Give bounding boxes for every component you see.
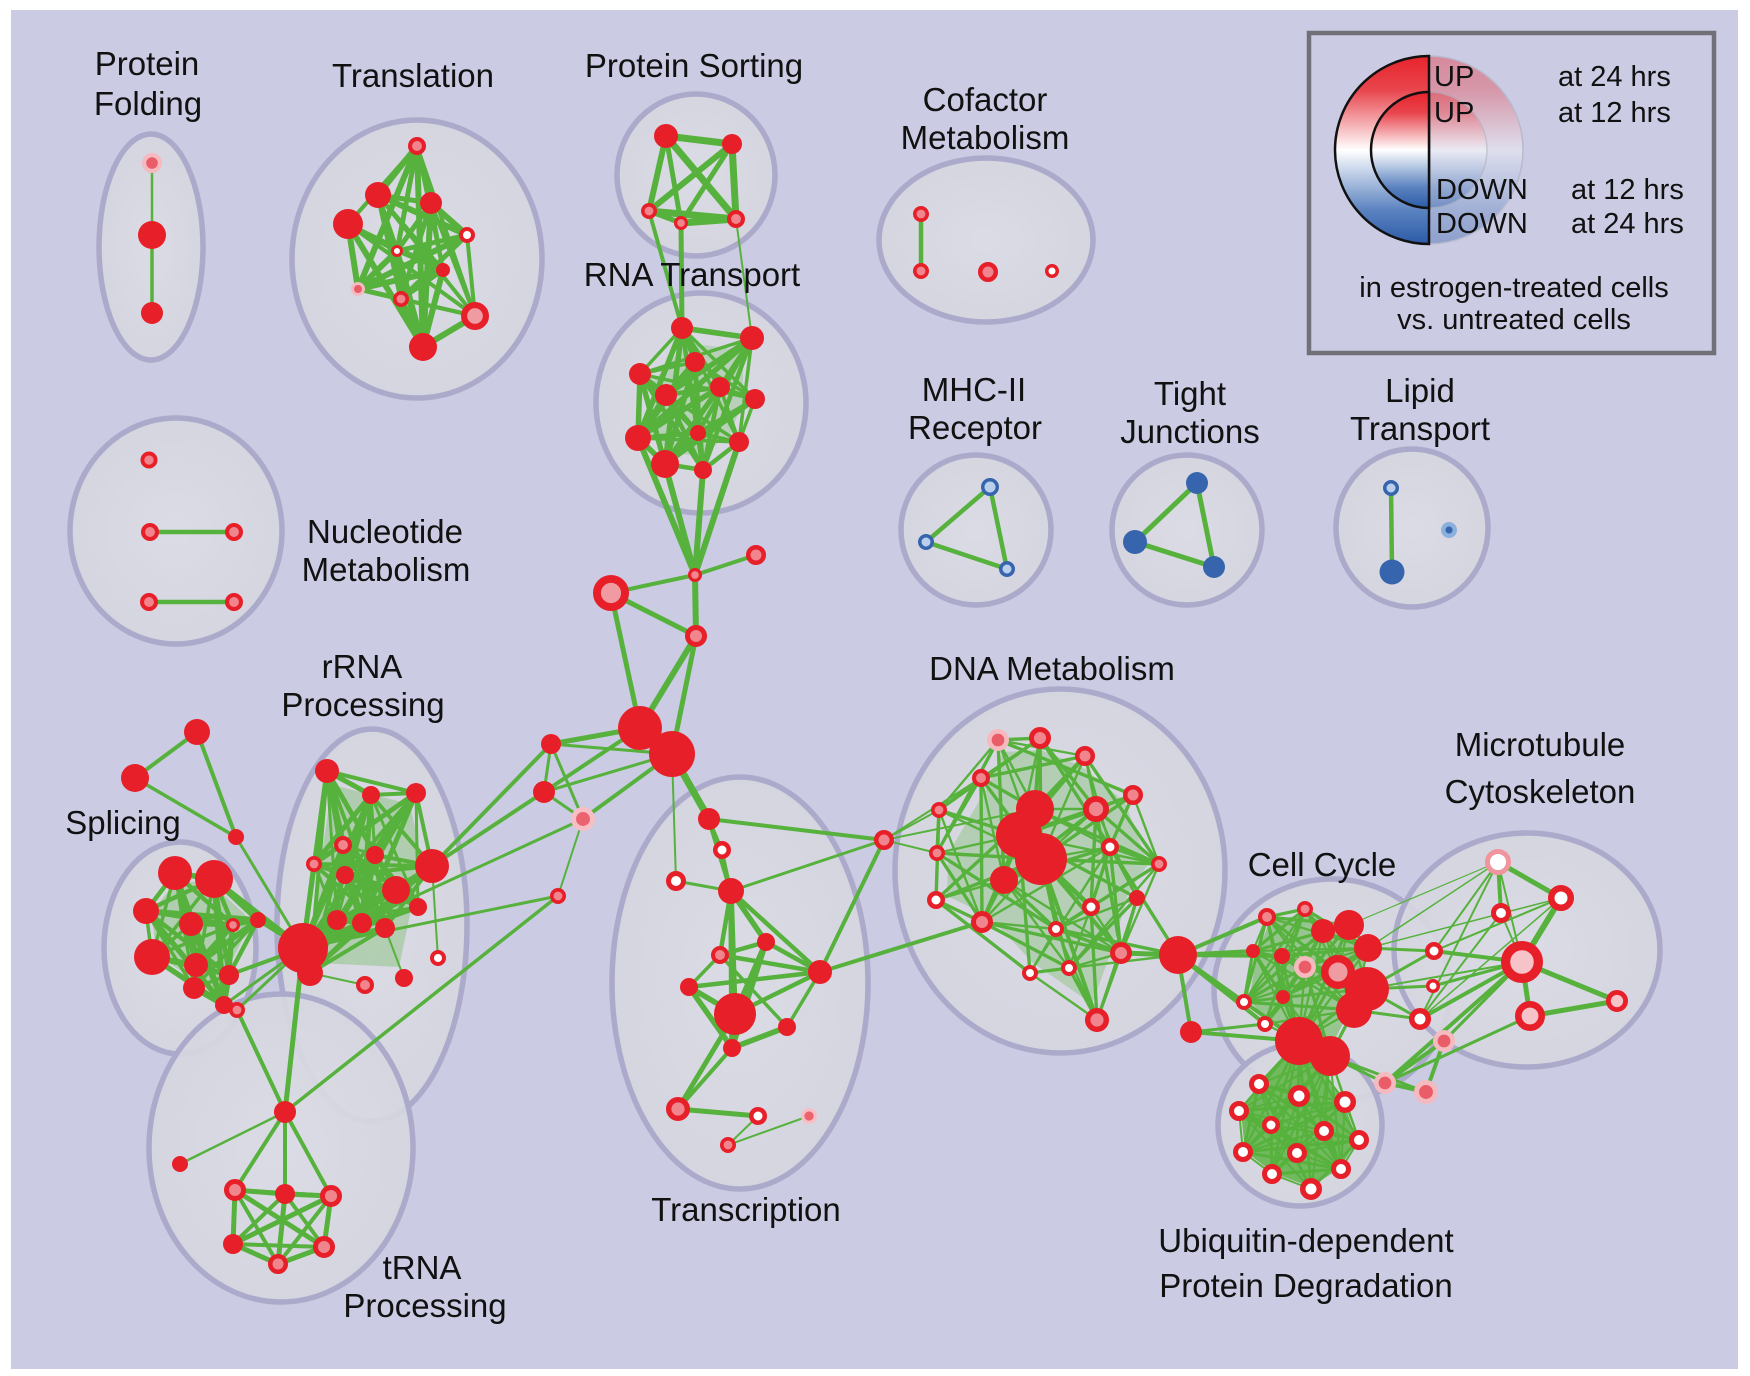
svg-text:MHC-II: MHC-II bbox=[922, 371, 1026, 408]
svg-text:Processing: Processing bbox=[343, 1287, 506, 1324]
svg-text:Cytoskeleton: Cytoskeleton bbox=[1445, 773, 1636, 810]
svg-text:Transcription: Transcription bbox=[651, 1191, 841, 1228]
svg-text:at 12 hrs: at 12 hrs bbox=[1558, 97, 1671, 129]
svg-text:Folding: Folding bbox=[94, 85, 202, 122]
svg-text:Protein Sorting: Protein Sorting bbox=[585, 47, 803, 84]
svg-text:Tight: Tight bbox=[1154, 375, 1226, 412]
svg-text:DOWN: DOWN bbox=[1436, 208, 1528, 240]
svg-text:Junctions: Junctions bbox=[1120, 413, 1259, 450]
svg-text:UP: UP bbox=[1434, 61, 1474, 93]
svg-text:vs. untreated cells: vs. untreated cells bbox=[1397, 304, 1631, 336]
svg-text:Splicing: Splicing bbox=[65, 804, 181, 841]
svg-text:at 24 hrs: at 24 hrs bbox=[1558, 61, 1671, 93]
svg-text:Metabolism: Metabolism bbox=[901, 119, 1070, 156]
svg-text:Protein Degradation: Protein Degradation bbox=[1159, 1267, 1453, 1304]
svg-text:at 12 hrs: at 12 hrs bbox=[1571, 174, 1684, 206]
svg-text:at 24 hrs: at 24 hrs bbox=[1571, 208, 1684, 240]
svg-text:Microtubule: Microtubule bbox=[1455, 726, 1626, 763]
svg-text:Ubiquitin-dependent: Ubiquitin-dependent bbox=[1158, 1222, 1453, 1259]
svg-text:Metabolism: Metabolism bbox=[302, 551, 471, 588]
svg-text:Transport: Transport bbox=[1350, 410, 1490, 447]
svg-text:Cofactor: Cofactor bbox=[923, 81, 1048, 118]
svg-text:Cell Cycle: Cell Cycle bbox=[1248, 846, 1397, 883]
svg-text:tRNA: tRNA bbox=[383, 1249, 462, 1286]
svg-text:rRNA: rRNA bbox=[322, 648, 403, 685]
svg-text:in estrogen-treated cells: in estrogen-treated cells bbox=[1359, 272, 1669, 304]
svg-text:DOWN: DOWN bbox=[1436, 174, 1528, 206]
svg-text:Nucleotide: Nucleotide bbox=[307, 513, 463, 550]
svg-text:UP: UP bbox=[1434, 97, 1474, 129]
svg-text:RNA Transport: RNA Transport bbox=[584, 256, 800, 293]
svg-text:Processing: Processing bbox=[281, 686, 444, 723]
svg-text:Receptor: Receptor bbox=[908, 409, 1042, 446]
svg-text:DNA Metabolism: DNA Metabolism bbox=[929, 650, 1175, 687]
svg-text:Lipid: Lipid bbox=[1385, 372, 1455, 409]
svg-text:Protein: Protein bbox=[95, 45, 200, 82]
svg-text:Translation: Translation bbox=[332, 57, 494, 94]
